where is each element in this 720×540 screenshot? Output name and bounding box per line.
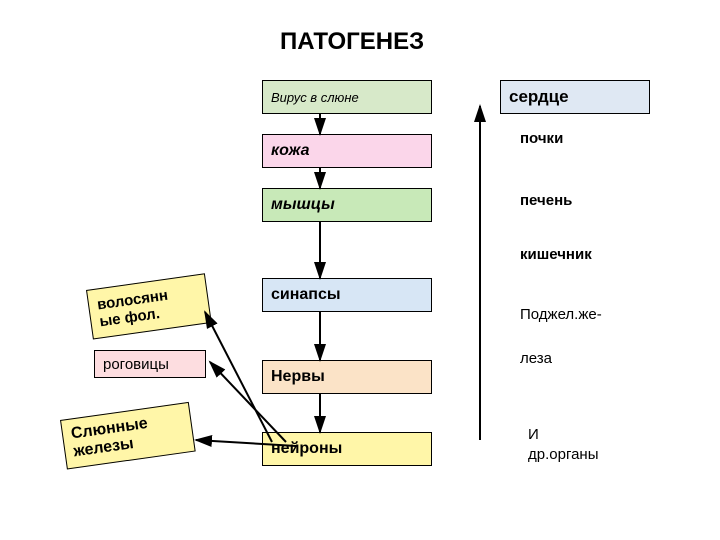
- box-virus: Вирус в слюне: [262, 80, 432, 114]
- box-cornea: роговицы: [94, 350, 206, 378]
- diagram-stage: ПАТОГЕНЕЗ Вирус в слюне кожа мышцы синапсы Н…: [0, 0, 720, 540]
- label-pancr2: леза: [520, 350, 552, 367]
- box-label-cornea: роговицы: [103, 356, 169, 373]
- box-label-muscle: мышцы: [271, 196, 335, 214]
- box-label-hair: волосянн ые фол.: [96, 287, 171, 331]
- box-label-skin: кожа: [271, 142, 310, 160]
- box-label-synapse: синапсы: [271, 286, 341, 304]
- label-and: И: [528, 426, 539, 443]
- box-neurons: нейроны: [262, 432, 432, 466]
- label-pancr1: Поджел.же-: [520, 306, 602, 323]
- label-gut: кишечник: [520, 246, 592, 263]
- box-hair: волосянн ые фол.: [86, 273, 212, 339]
- box-skin: кожа: [262, 134, 432, 168]
- box-label-neurons: нейроны: [271, 440, 342, 458]
- box-nerves: Нервы: [262, 360, 432, 394]
- box-heart: сердце: [500, 80, 650, 114]
- label-kidney: почки: [520, 130, 563, 147]
- title-text: ПАТОГЕНЕЗ: [280, 28, 424, 55]
- box-muscle: мышцы: [262, 188, 432, 222]
- box-saliv: Слюнные железы: [60, 402, 196, 470]
- box-label-saliv: Слюнные железы: [70, 415, 152, 461]
- box-label-heart: сердце: [509, 87, 569, 107]
- label-others: др.органы: [528, 446, 599, 463]
- label-liver: печень: [520, 192, 572, 209]
- box-synapse: синапсы: [262, 278, 432, 312]
- box-label-virus: Вирус в слюне: [271, 90, 359, 105]
- diagram-title: ПАТОГЕНЕЗ: [280, 28, 424, 56]
- box-label-nerves: Нервы: [271, 368, 325, 386]
